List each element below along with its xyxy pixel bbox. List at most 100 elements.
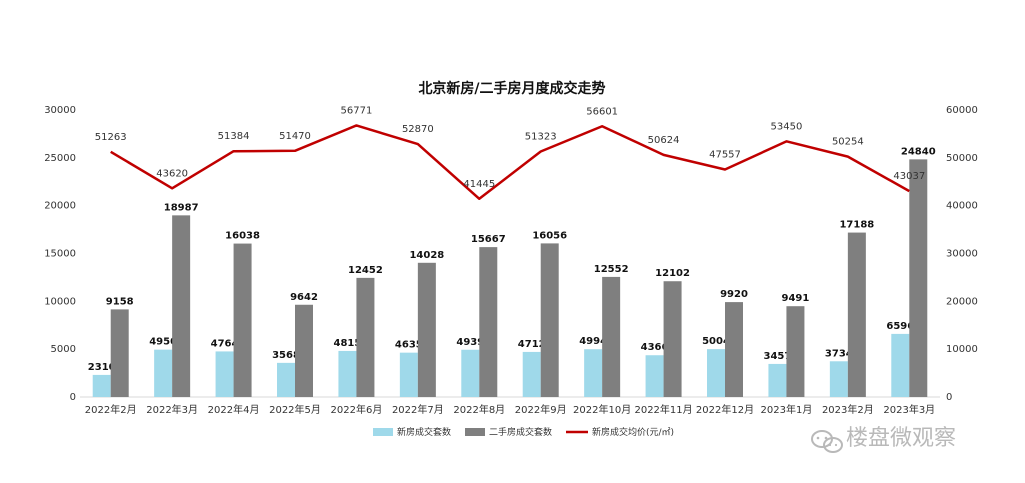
bar-second-hand (602, 276, 621, 397)
x-tick-label: 2022年5月 (269, 403, 321, 416)
y-left-tick-label: 20000 (44, 201, 76, 212)
bar-second-hand (909, 159, 928, 397)
bar-second-hand (786, 306, 805, 397)
bar-new-home (645, 355, 664, 397)
chart-plot-area: 0 5000 10000 15000 20000 25000 30000 0 10000 2000… (44, 105, 978, 416)
bar-data-label: 2310 (88, 362, 116, 373)
bar-data-label: 4815 (334, 338, 362, 349)
y-left-tick-label: 30000 (44, 105, 76, 116)
bar-second-hand (540, 243, 559, 397)
line-data-label: 51263 (95, 132, 127, 143)
y-right-tick-label: 0 (946, 392, 952, 403)
x-tick-label: 2023年2月 (822, 403, 874, 416)
bar-data-label: 3568 (272, 350, 300, 361)
bar-data-label: 4712 (518, 339, 546, 350)
line-data-label: 51384 (218, 131, 250, 142)
line-data-label: 47557 (709, 150, 741, 161)
bar-second-hand (725, 302, 743, 397)
line-data-label: 53450 (771, 121, 803, 132)
line-data-label: 51470 (279, 131, 311, 142)
legend-label: 二手房成交套数 (489, 426, 552, 438)
bar-new-home (399, 352, 418, 397)
x-tick-label: 2022年6月 (331, 403, 383, 416)
bar-new-home (768, 363, 787, 397)
y-left-tick-label: 0 (70, 392, 76, 403)
x-tick-label: 2023年1月 (761, 403, 813, 416)
bar-second-hand (417, 262, 436, 397)
bar-data-label: 4366 (641, 342, 669, 353)
bar-new-home (461, 349, 480, 397)
price-line (110, 124, 910, 201)
bar-second-hand (663, 281, 682, 397)
bar-data-label: 18987 (164, 202, 199, 213)
bar-data-label: 12452 (348, 265, 383, 276)
bar-data-label: 12102 (655, 268, 690, 279)
line-data-label: 51323 (525, 132, 557, 143)
x-tick-label: 2022年3月 (146, 403, 198, 416)
y-right-tick-label: 10000 (946, 344, 978, 355)
bar-data-label: 9158 (106, 296, 134, 307)
legend-label: 新房成交均价(元/㎡) (592, 426, 674, 438)
chart-title: 北京新房/二手房月度成交走势 (418, 80, 605, 97)
line-data-label: 43037 (893, 171, 925, 182)
bar-data-label: 4994 (579, 336, 607, 347)
y-right-tick-label: 20000 (946, 296, 978, 307)
x-tick-label: 2022年4月 (208, 403, 260, 416)
legend-label: 新房成交套数 (397, 426, 451, 438)
watermark: 楼盘微观察 (811, 426, 956, 453)
bar-second-hand (295, 304, 313, 397)
bar-data-label: 12552 (594, 264, 629, 275)
y-left-tick-label: 5000 (51, 344, 76, 355)
x-tick-label: 2023年3月 (883, 403, 935, 416)
bar-data-label: 3457 (764, 351, 792, 362)
bar-data-label: 4635 (395, 340, 423, 351)
bar-data-label: 16038 (225, 231, 260, 242)
bar-data-label: 4939 (456, 337, 484, 348)
bar-data-label: 4950 (149, 337, 177, 348)
x-tick-label: 2022年9月 (515, 403, 567, 416)
x-tick-label: 2022年8月 (453, 403, 505, 416)
bar-new-home (707, 349, 725, 397)
bar-new-home (829, 361, 848, 397)
x-tick-label: 2022年10月 (573, 403, 631, 416)
bar-data-label: 9491 (782, 293, 810, 304)
line-data-label: 56771 (341, 105, 373, 116)
x-tick-label: 2022年11月 (634, 403, 692, 416)
bar-new-home (584, 349, 603, 397)
line-data-label: 56601 (586, 106, 618, 117)
bar-new-home (891, 333, 910, 397)
legend-bar-swatch (465, 428, 485, 436)
y-right-tick-label: 30000 (946, 249, 978, 260)
line-data-label: 52870 (402, 124, 434, 135)
bar-second-hand (172, 215, 191, 397)
bar-second-hand (847, 232, 866, 397)
bar-data-label: 5004 (702, 336, 730, 347)
bar-data-label: 3734 (825, 348, 853, 359)
x-tick-label: 2022年2月 (85, 403, 137, 416)
bar-new-home (92, 374, 111, 397)
x-tick-label: 2022年7月 (392, 403, 444, 416)
bar-data-label: 15667 (471, 234, 506, 245)
bar-data-label: 14028 (409, 250, 444, 261)
wechat-logo-icon (811, 430, 843, 453)
bar-data-label: 9920 (720, 289, 748, 300)
watermark-text: 楼盘微观察 (846, 426, 956, 451)
y-right-tick-label: 40000 (946, 201, 978, 212)
y-left-tick-label: 15000 (44, 249, 76, 260)
bar-new-home (154, 349, 173, 397)
y-right-tick-label: 50000 (946, 153, 978, 164)
bar-new-home (522, 351, 541, 397)
bar-data-label: 24840 (901, 146, 936, 157)
legend-bar-swatch (373, 428, 393, 436)
bar-new-home (277, 362, 295, 397)
chart-legend: 新房成交套数 二手房成交套数 新房成交均价(元/㎡) (373, 426, 674, 438)
bar-data-label: 9642 (290, 292, 318, 303)
bar-data-label: 16056 (532, 230, 567, 241)
line-data-label: 43620 (156, 168, 188, 179)
bar-data-label: 6596 (886, 321, 914, 332)
line-data-label: 41445 (463, 179, 495, 190)
bar-data-label: 17188 (839, 220, 874, 231)
bar-second-hand (233, 243, 252, 397)
